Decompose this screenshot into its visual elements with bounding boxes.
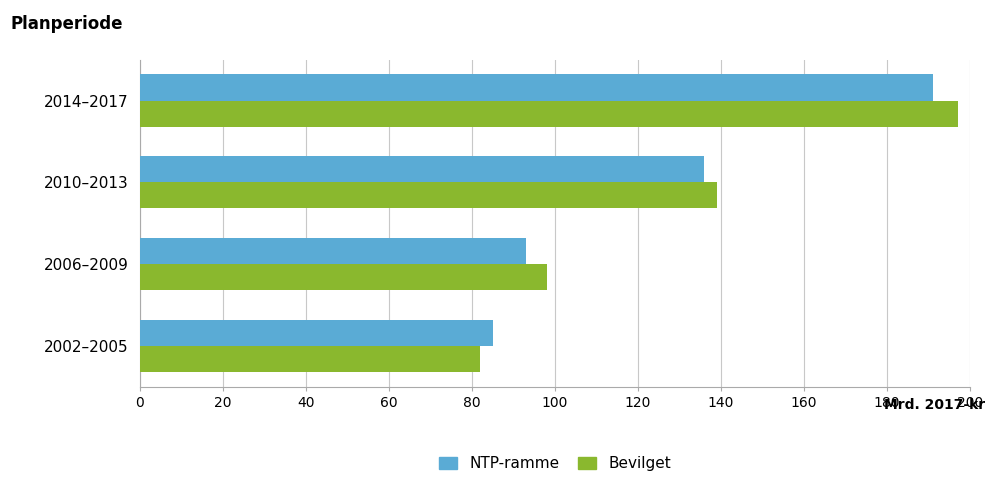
Bar <box>140 101 958 126</box>
Bar <box>140 74 933 101</box>
Text: Mrd. 2017-kr: Mrd. 2017-kr <box>884 398 985 412</box>
Bar <box>140 156 704 183</box>
Bar <box>140 264 547 290</box>
Bar <box>140 346 480 372</box>
Text: Planperiode: Planperiode <box>10 15 122 33</box>
Bar <box>140 238 526 264</box>
Bar <box>140 320 493 346</box>
Legend: NTP-ramme, Bevilget: NTP-ramme, Bevilget <box>433 450 677 478</box>
Bar <box>140 183 717 208</box>
